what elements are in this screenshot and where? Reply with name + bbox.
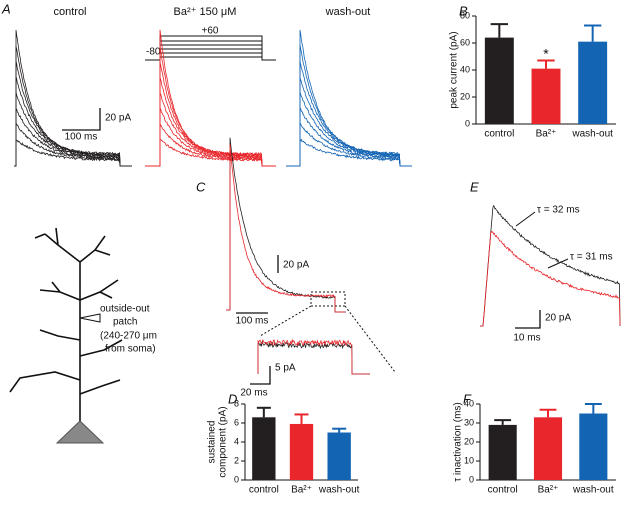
scale-bar bbox=[250, 366, 271, 385]
condition-label: control bbox=[53, 6, 86, 18]
current-trace bbox=[145, 44, 276, 167]
bar bbox=[578, 41, 608, 124]
y-axis-label: component (pA) bbox=[218, 406, 229, 477]
pointer bbox=[515, 211, 536, 227]
bar bbox=[533, 417, 563, 480]
current-trace bbox=[286, 108, 412, 167]
scale-label: 20 pA bbox=[283, 260, 309, 271]
neuron-label: from soma) bbox=[105, 344, 156, 355]
x-tick-label: Ba²⁺ bbox=[538, 485, 559, 496]
y-tick-label: 20 bbox=[464, 436, 474, 446]
bar bbox=[252, 417, 276, 480]
soma bbox=[55, 420, 105, 444]
scale-label: 100 ms bbox=[236, 316, 269, 327]
scale-label: 20 pA bbox=[545, 313, 571, 324]
tau-label: τ = 31 ms bbox=[570, 252, 613, 263]
zoom-box bbox=[310, 291, 346, 307]
scale-label: 20 pA bbox=[105, 113, 131, 124]
panel-label: A bbox=[1, 1, 11, 16]
y-tick-label: 40 bbox=[464, 398, 474, 408]
current-trace bbox=[145, 29, 276, 167]
panel-label: B bbox=[459, 3, 468, 18]
x-tick-label: control bbox=[484, 129, 514, 140]
y-tick-label: 10 bbox=[464, 455, 474, 465]
neuron-label: patch bbox=[113, 317, 137, 328]
y-tick-label: 8 bbox=[234, 398, 239, 408]
x-tick-label: Ba²⁺ bbox=[291, 485, 312, 496]
y-axis-label: sustained bbox=[207, 421, 218, 464]
x-tick-label: control bbox=[249, 485, 279, 496]
current-trace bbox=[257, 338, 370, 375]
current-trace bbox=[145, 108, 276, 167]
neuron-label: (240-270 μm bbox=[100, 331, 157, 342]
current-trace bbox=[14, 61, 132, 167]
y-tick-label: 20 bbox=[460, 91, 470, 101]
x-tick-label: Ba²⁺ bbox=[536, 129, 557, 140]
current-trace bbox=[226, 144, 346, 313]
scale-bar bbox=[515, 310, 541, 329]
protocol-label: -80 bbox=[146, 47, 161, 58]
panel-label: F bbox=[463, 391, 472, 406]
neuron bbox=[9, 227, 123, 422]
current-trace bbox=[257, 340, 370, 375]
current-trace bbox=[286, 138, 412, 167]
current-trace bbox=[286, 122, 412, 167]
bar bbox=[289, 423, 314, 480]
y-tick-label: 0 bbox=[465, 118, 470, 128]
panel-label: E bbox=[470, 179, 479, 194]
current-trace bbox=[14, 122, 132, 167]
current-trace bbox=[480, 204, 621, 327]
x-tick-label: wash-out bbox=[318, 485, 360, 496]
condition-label: Ba²⁺ 150 μM bbox=[174, 6, 237, 18]
y-tick-label: 0 bbox=[234, 474, 239, 484]
y-axis-label: τ inactivation (ms) bbox=[453, 402, 464, 482]
x-tick-label: wash-out bbox=[571, 129, 613, 140]
scale-bar bbox=[62, 108, 101, 131]
condition-label: wash-out bbox=[325, 6, 371, 18]
bar bbox=[531, 68, 561, 124]
y-tick-label: 40 bbox=[460, 64, 470, 74]
pipette bbox=[79, 313, 101, 323]
y-tick-label: 4 bbox=[234, 436, 239, 446]
current-trace bbox=[145, 77, 276, 167]
zoom-guide bbox=[259, 305, 396, 373]
current-trace bbox=[14, 29, 132, 167]
y-tick-label: 2 bbox=[234, 455, 239, 465]
x-tick-label: wash-out bbox=[572, 485, 614, 496]
current-trace bbox=[14, 46, 132, 167]
bar bbox=[327, 432, 351, 480]
scale-label: 5 pA bbox=[275, 363, 296, 374]
y-tick-label: 60 bbox=[460, 37, 470, 47]
current-trace bbox=[14, 139, 132, 167]
bar bbox=[579, 413, 608, 480]
y-axis-label: peak current (pA) bbox=[449, 31, 460, 108]
panel-label: C bbox=[196, 179, 206, 194]
current-trace bbox=[286, 91, 412, 167]
y-tick-label: 6 bbox=[234, 417, 239, 427]
bar bbox=[488, 424, 517, 480]
annotation: * bbox=[543, 45, 549, 61]
scale-label: 100 ms bbox=[65, 132, 98, 143]
pointer bbox=[547, 258, 569, 269]
scale-label: 10 ms bbox=[513, 333, 540, 344]
current-trace bbox=[226, 137, 346, 313]
voltage-protocol bbox=[145, 35, 276, 61]
protocol-label: +60 bbox=[202, 26, 219, 37]
panel-label: D bbox=[228, 391, 237, 406]
tau-label: τ = 32 ms bbox=[537, 205, 580, 216]
neuron-label: outside-out bbox=[100, 304, 150, 315]
current-trace bbox=[145, 139, 276, 167]
bar bbox=[484, 37, 514, 124]
current-trace bbox=[480, 230, 621, 327]
current-trace bbox=[145, 62, 276, 167]
scale-label: 20 ms bbox=[240, 388, 267, 399]
y-tick-label: 0 bbox=[469, 474, 474, 484]
y-tick-label: 30 bbox=[464, 417, 474, 427]
y-tick-label: 80 bbox=[460, 10, 470, 20]
x-tick-label: control bbox=[488, 485, 518, 496]
